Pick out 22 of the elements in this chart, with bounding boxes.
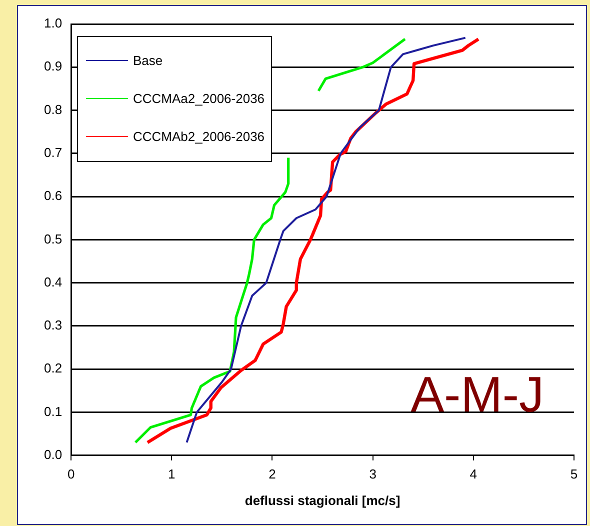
legend-label: CCCMAa2_2006-2036 [133,90,265,106]
y-tick-label: 0.2 [44,360,62,376]
annotation: A-M-J [410,366,544,422]
y-tick-label: 0.4 [44,274,62,290]
x-axis-title: deflussi stagionali [mc/s] [244,492,400,508]
x-tick-label: 4 [470,466,478,482]
x-tick-label: 5 [570,466,578,482]
x-tick-label: 2 [268,466,276,482]
y-tick-label: 0.0 [44,446,62,462]
y-tick-label: 0.1 [44,404,62,419]
x-tick-label: 3 [369,466,376,482]
x-tick-label: 0 [67,466,75,482]
legend-label: Base [133,52,163,68]
y-tick-label: 0.7 [44,145,62,160]
y-tick-label: 1.0 [44,16,62,31]
legend-label: CCCMAb2_2006-2036 [133,128,265,144]
y-tick-label: 0.8 [44,102,62,117]
y-tick-label: 0.3 [44,318,62,333]
y-tick-label: 0.6 [44,188,62,204]
y-tick-label: 0.9 [44,58,62,74]
x-tick-label: 1 [168,466,176,482]
y-tick-label: 0.5 [44,231,62,246]
